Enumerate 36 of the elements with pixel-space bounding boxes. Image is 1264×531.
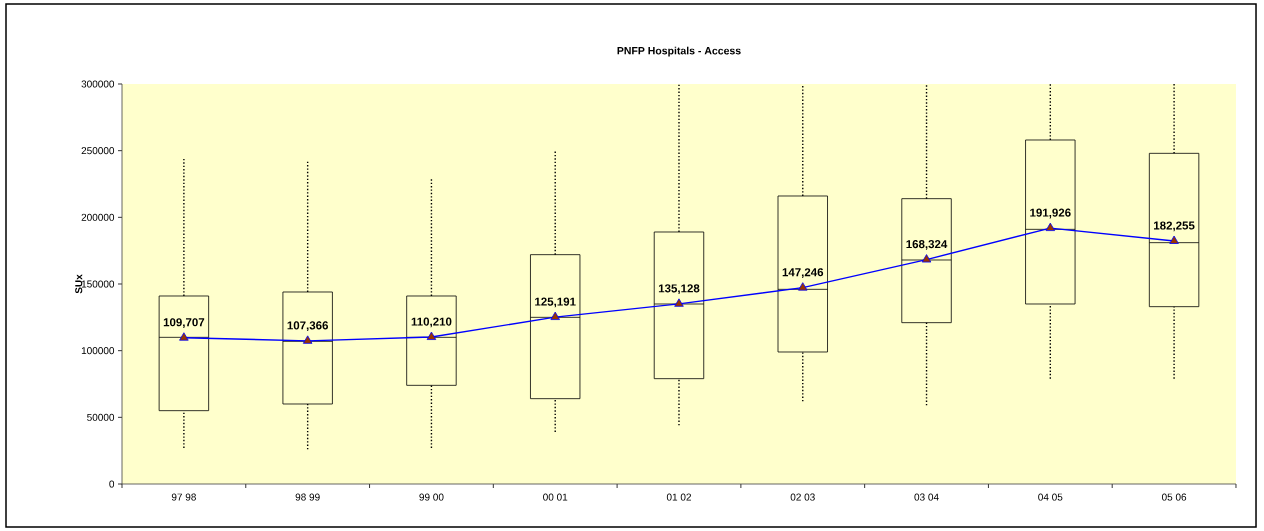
point: [550, 311, 560, 320]
data-label: 135,128: [658, 284, 700, 295]
x-tick-label: 99 00: [419, 493, 444, 501]
x-tick-label: 01 02: [666, 493, 691, 501]
data-label: 168,324: [906, 240, 948, 250]
x-tick-label: 04 05: [1038, 493, 1063, 501]
point: [1045, 222, 1056, 231]
point: [179, 332, 189, 341]
data-label: 125,191: [535, 297, 576, 308]
y-axis-title: SUx: [75, 274, 83, 294]
point: [921, 254, 932, 263]
y-tick-label: 0: [109, 480, 115, 488]
data-label: 110,210: [411, 317, 452, 328]
x-tick-label: 98 99: [295, 493, 320, 501]
data-label: 147,246: [782, 268, 824, 278]
y-tick-label: 100000: [81, 347, 115, 355]
point: [674, 298, 684, 307]
point: [798, 282, 808, 291]
point: [426, 331, 437, 340]
x-tick-label: 05 06: [1161, 493, 1187, 501]
data-label: 191,926: [1030, 208, 1071, 219]
point: [302, 335, 313, 344]
y-tick-label: 200000: [81, 213, 115, 221]
data-label: 182,255: [1154, 221, 1195, 232]
x-tick-label: 97 98: [171, 493, 196, 501]
point: [1169, 235, 1179, 244]
data-label: 107,366: [287, 321, 329, 332]
chart-title: PNFP Hospitals - Access: [617, 46, 741, 57]
y-tick-label: 300000: [81, 80, 115, 88]
x-tick-label: 02 03: [790, 493, 815, 501]
x-tick-label: 03 04: [914, 493, 939, 501]
data-label: 109,707: [163, 318, 205, 328]
y-tick-label: 50000: [87, 413, 115, 421]
y-tick-label: 250000: [81, 147, 115, 155]
x-tick-label: 00 01: [543, 493, 568, 501]
y-tick-label: 150000: [81, 280, 115, 288]
